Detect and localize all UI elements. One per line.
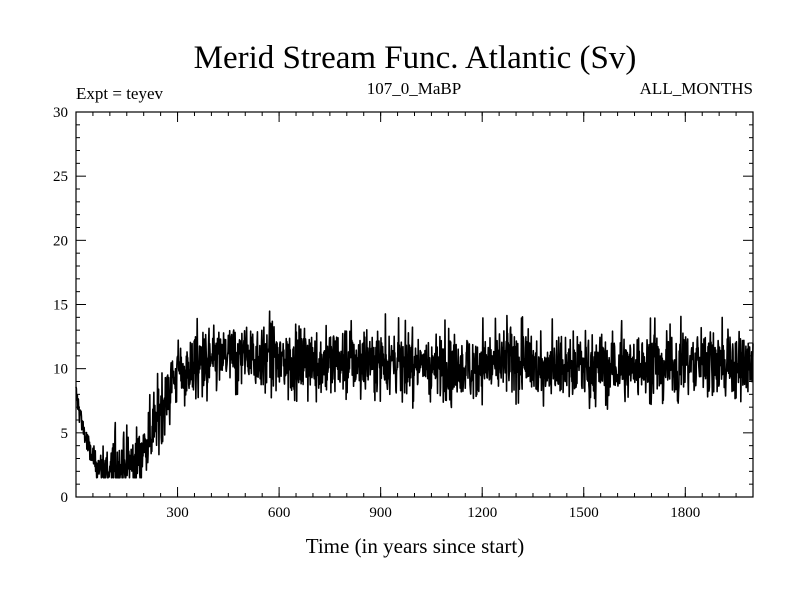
- x-axis-label: Time (in years since start): [306, 534, 525, 558]
- period-label: 107_0_MaBP: [367, 79, 461, 98]
- y-tick-label: 5: [61, 426, 69, 442]
- x-tick-label: 1200: [467, 505, 497, 521]
- plot-frame: [75, 111, 754, 498]
- months-label: ALL_MONTHS: [640, 79, 753, 98]
- experiment-label: Expt = teyev: [76, 84, 164, 103]
- x-tick-label: 900: [369, 505, 392, 521]
- chart-title: Merid Stream Func. Atlantic (Sv): [194, 40, 637, 76]
- x-tick-label: 600: [268, 505, 291, 521]
- tick-labels: 300 600 900 1200 1500 1800 0 5 10 15 20 25 30: [53, 105, 700, 521]
- x-tick-label: 1800: [670, 505, 700, 521]
- y-tick-label: 30: [53, 105, 68, 121]
- y-tick-label: 10: [53, 362, 68, 378]
- y-tick-label: 25: [53, 169, 68, 185]
- y-tick-label: 20: [53, 233, 68, 249]
- axis-ticks: [76, 111, 753, 498]
- x-tick-label: 300: [166, 505, 189, 521]
- y-tick-label: 0: [61, 490, 69, 506]
- y-tick-label: 15: [53, 298, 68, 314]
- series-line: [75, 310, 754, 479]
- x-tick-label: 1500: [569, 505, 599, 521]
